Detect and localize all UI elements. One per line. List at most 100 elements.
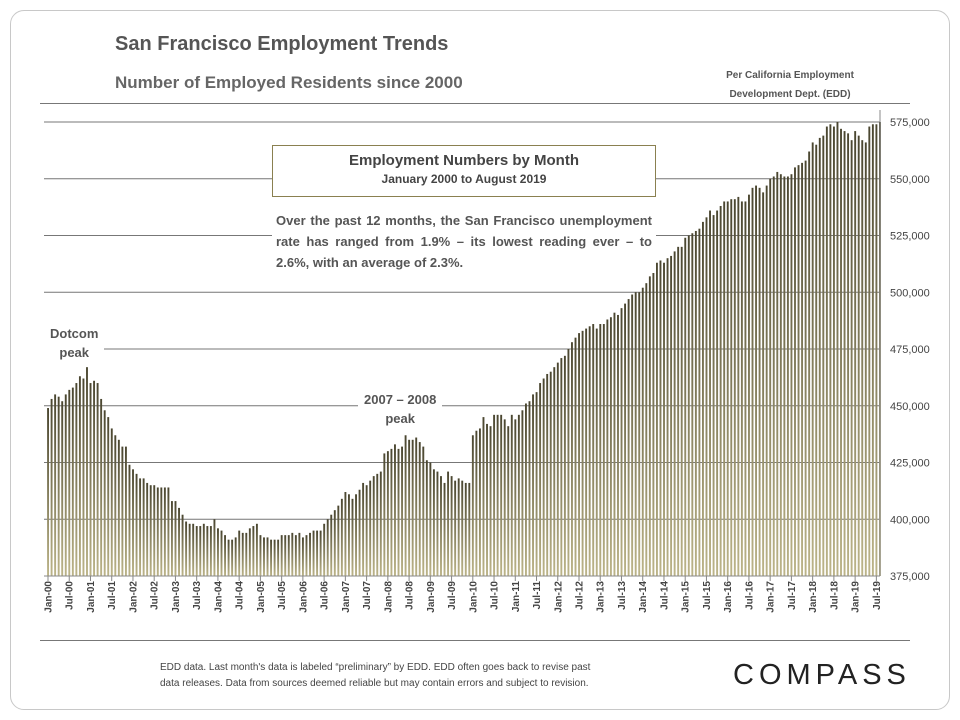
- bar: [776, 171, 779, 576]
- bar: [578, 333, 580, 576]
- bar: [843, 131, 846, 576]
- bar: [592, 324, 595, 576]
- bar: [386, 451, 389, 576]
- bar: [394, 444, 396, 576]
- source-line: Development Dept. (EDD): [729, 89, 851, 100]
- bar: [825, 126, 828, 576]
- y-tick-label: 575,000: [890, 117, 930, 129]
- bar: [609, 317, 612, 576]
- bar: [266, 537, 269, 576]
- bar: [316, 530, 319, 576]
- bar: [132, 469, 134, 576]
- bar: [139, 478, 142, 576]
- x-tick-label: Jan-09: [426, 581, 437, 613]
- bar: [114, 435, 117, 576]
- x-tick-label: Jan-11: [511, 581, 522, 613]
- bottom-divider: [40, 640, 910, 641]
- bar: [319, 530, 322, 576]
- bar: [227, 539, 230, 576]
- bar: [758, 187, 761, 576]
- bar: [422, 446, 425, 576]
- top-divider: [40, 103, 910, 104]
- bar: [542, 378, 545, 576]
- bar: [641, 287, 644, 576]
- bar: [206, 526, 209, 576]
- bar: [730, 199, 733, 576]
- bar: [263, 537, 265, 576]
- bar: [89, 383, 92, 576]
- x-tick-label: Jan-15: [681, 581, 692, 613]
- bar: [146, 482, 149, 576]
- x-tick-label: Jul-14: [659, 581, 670, 610]
- bar: [493, 414, 496, 576]
- bar: [638, 292, 641, 576]
- bar: [404, 435, 407, 576]
- bar: [719, 205, 722, 577]
- bar: [832, 126, 835, 576]
- y-tick-label: 475,000: [890, 344, 930, 356]
- x-tick-label: Jul-13: [617, 581, 628, 610]
- bar: [202, 523, 205, 576]
- bar: [670, 255, 673, 576]
- bar: [369, 480, 372, 576]
- bar: [47, 408, 49, 576]
- bar: [553, 367, 556, 576]
- bar: [355, 494, 357, 576]
- x-tick-label: Jan-12: [553, 581, 564, 613]
- bar: [192, 523, 195, 576]
- bar: [305, 535, 308, 576]
- bar: [712, 215, 715, 576]
- x-tick-label: Jan-04: [213, 581, 224, 613]
- bar: [581, 330, 584, 576]
- bar: [124, 446, 127, 576]
- x-tick-label: Jul-08: [405, 581, 416, 610]
- bar: [379, 471, 382, 576]
- bar: [567, 349, 570, 576]
- bar: [687, 235, 690, 576]
- bar: [326, 519, 329, 576]
- bar: [673, 251, 676, 576]
- bar: [847, 133, 850, 576]
- bar: [185, 521, 188, 576]
- bar: [220, 530, 223, 576]
- bar: [560, 358, 563, 576]
- bar: [468, 482, 471, 576]
- y-tick-label: 450,000: [890, 401, 930, 413]
- bar: [698, 228, 701, 576]
- x-tick-label: Jul-01: [107, 581, 118, 610]
- bar: [829, 124, 832, 577]
- source-line: Per California Employment: [726, 70, 854, 81]
- bar: [78, 376, 81, 576]
- bar: [273, 539, 276, 576]
- bar: [241, 532, 244, 576]
- bar: [344, 492, 347, 576]
- x-tick-label: Jan-02: [128, 581, 139, 613]
- bar: [871, 124, 874, 577]
- x-tick-label: Jan-10: [468, 581, 479, 613]
- bar: [57, 396, 60, 576]
- bar: [401, 446, 403, 576]
- label-line: peak: [59, 345, 90, 360]
- bar: [556, 362, 559, 576]
- bar: [563, 355, 566, 576]
- bar: [627, 299, 630, 576]
- bar: [794, 167, 796, 576]
- bar: [755, 185, 757, 576]
- y-tick-label: 400,000: [890, 514, 930, 526]
- bar: [454, 480, 457, 576]
- bar: [709, 210, 711, 576]
- bar: [811, 142, 814, 576]
- bar: [864, 142, 867, 576]
- bar: [259, 535, 262, 576]
- bar: [348, 494, 350, 576]
- bar: [163, 487, 166, 576]
- bar: [174, 501, 177, 576]
- x-tick-label: Jul-03: [192, 581, 203, 610]
- bar: [245, 532, 248, 576]
- bar: [786, 176, 789, 577]
- bar: [128, 464, 131, 576]
- bar: [655, 262, 658, 576]
- bar: [500, 414, 503, 576]
- bar: [93, 380, 96, 576]
- bar: [808, 151, 811, 576]
